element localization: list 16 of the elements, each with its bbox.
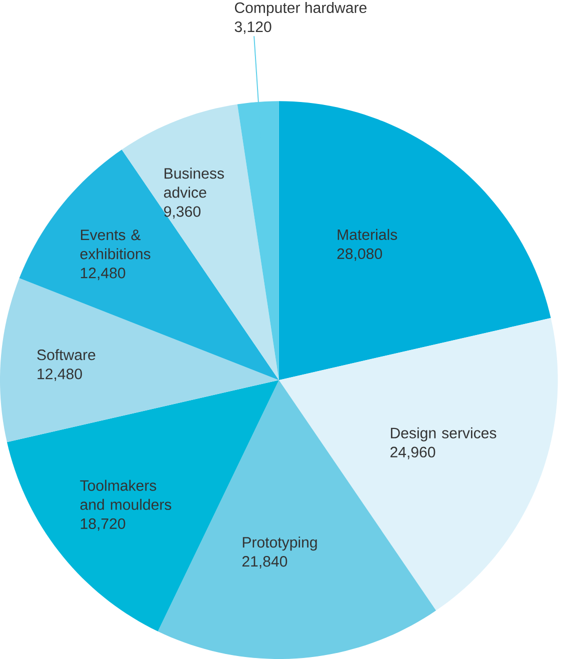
data-label: 28,080 (338, 248, 382, 261)
slice-label: Business advice (164, 168, 224, 198)
slice-label: Prototyping (243, 536, 318, 551)
data-label: 3,120 (234, 21, 272, 34)
slice-label: Design services (391, 427, 496, 442)
slice-label: Events & exhibitions (80, 230, 150, 260)
data-label: 12,480 (81, 268, 126, 280)
data-label: 12,480 (38, 368, 82, 382)
data-label: 21,840 (242, 556, 288, 568)
data-label: 18,720 (81, 518, 126, 531)
slice-label: Software (37, 349, 96, 360)
slice-label: Computer hardware (235, 2, 367, 16)
slice-label: Materials (338, 228, 398, 240)
data-label: 24,960 (390, 446, 436, 460)
data-label: 9,360 (164, 206, 201, 219)
slice-label: Toolmakers and moulders (80, 480, 172, 510)
